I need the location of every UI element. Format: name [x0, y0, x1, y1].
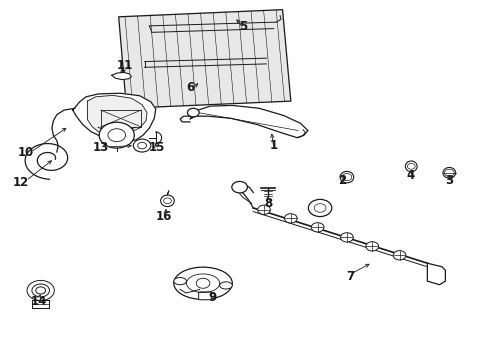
- Circle shape: [392, 251, 405, 260]
- Text: 7: 7: [346, 270, 354, 283]
- Circle shape: [133, 139, 151, 152]
- Text: 13: 13: [92, 140, 108, 153]
- Circle shape: [284, 214, 297, 223]
- Ellipse shape: [339, 171, 353, 183]
- Text: 1: 1: [269, 139, 277, 152]
- Text: 12: 12: [13, 176, 29, 189]
- Text: 3: 3: [444, 174, 452, 186]
- Circle shape: [231, 181, 247, 193]
- Text: 11: 11: [117, 59, 133, 72]
- Polygon shape: [73, 93, 156, 141]
- Ellipse shape: [173, 278, 186, 285]
- FancyBboxPatch shape: [198, 292, 211, 300]
- Text: 6: 6: [186, 81, 195, 94]
- Ellipse shape: [219, 282, 232, 289]
- Circle shape: [257, 205, 270, 215]
- Polygon shape: [87, 95, 147, 135]
- Text: 16: 16: [156, 210, 172, 223]
- Circle shape: [27, 280, 54, 301]
- Text: 10: 10: [18, 145, 34, 158]
- Text: 14: 14: [30, 295, 47, 308]
- Polygon shape: [180, 116, 189, 122]
- Polygon shape: [189, 105, 307, 138]
- Text: 2: 2: [337, 174, 346, 186]
- Ellipse shape: [173, 267, 232, 300]
- Circle shape: [99, 122, 134, 148]
- Circle shape: [187, 108, 199, 117]
- Circle shape: [311, 223, 324, 232]
- Polygon shape: [119, 10, 290, 108]
- Text: 4: 4: [406, 169, 413, 182]
- Ellipse shape: [405, 161, 416, 172]
- Circle shape: [196, 278, 209, 288]
- Text: 9: 9: [208, 291, 217, 304]
- Polygon shape: [427, 263, 445, 285]
- Circle shape: [308, 199, 331, 217]
- Polygon shape: [112, 72, 131, 80]
- Text: 5: 5: [239, 20, 247, 33]
- Ellipse shape: [160, 195, 174, 207]
- Circle shape: [365, 242, 378, 251]
- Text: 15: 15: [148, 140, 164, 153]
- Circle shape: [340, 233, 352, 242]
- Ellipse shape: [442, 167, 455, 178]
- Text: 8: 8: [263, 197, 271, 210]
